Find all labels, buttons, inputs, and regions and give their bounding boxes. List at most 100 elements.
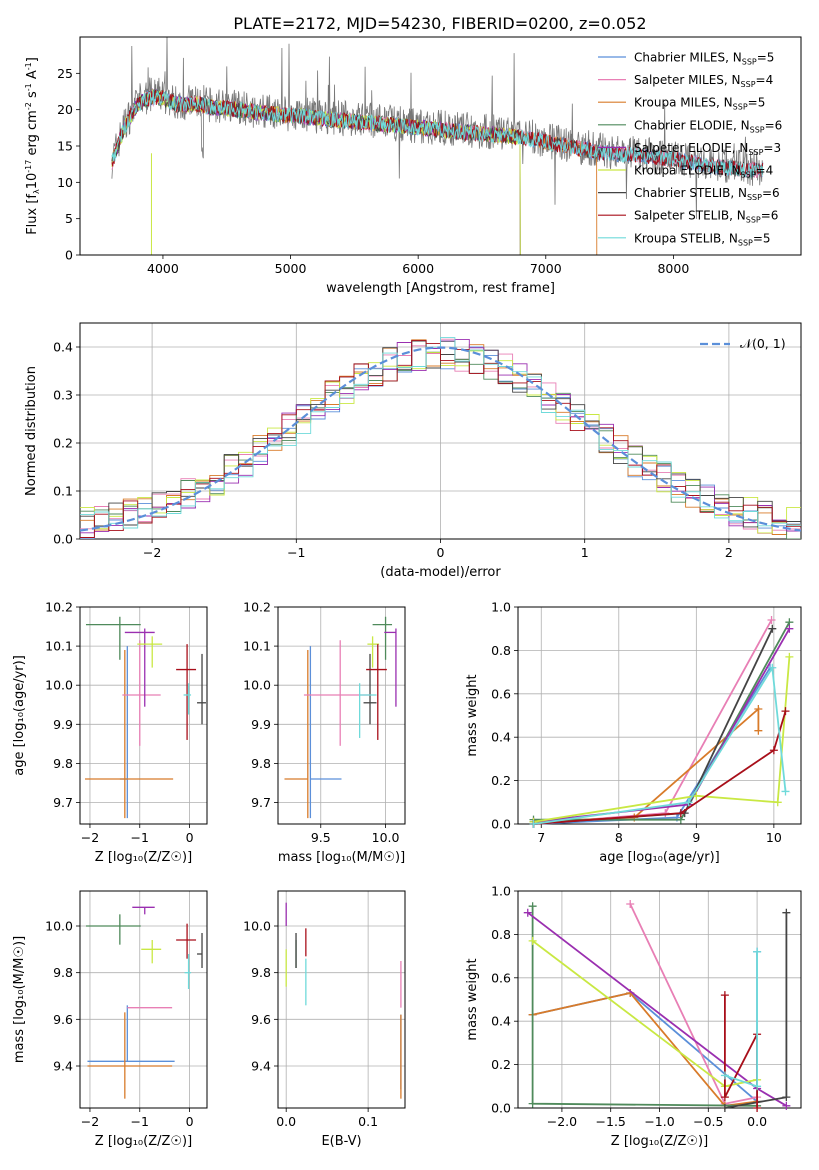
x-tick-label: −0.5 — [693, 1114, 723, 1129]
x-tick-label: 1 — [581, 545, 589, 560]
x-tick-label: 7000 — [530, 261, 562, 276]
weight-line-kroupa-miles — [532, 992, 758, 1107]
y-tick-label: 10.0 — [45, 919, 73, 934]
weight-marker — [768, 624, 777, 633]
y-tick-label: 20 — [57, 102, 73, 117]
y-tick-label: 10.0 — [243, 678, 271, 693]
y-axis-label: mass weight — [465, 674, 480, 756]
y-axis-label: Flux [fλ​10-17​ erg cm-2​ s-1​ A-1​] — [24, 57, 41, 235]
weight-line-kroupa-stelib — [533, 665, 787, 825]
legend-label: Salpeter STELIB, NSSP​=6 — [634, 209, 778, 225]
weight-marker — [684, 798, 693, 807]
x-tick-label: 10 — [766, 830, 782, 845]
residuals-panel: −2 −1 0 1 2 0.0 0.1 0.2 0.3 0.4 𝒩(0, 1) (data-model… — [24, 322, 802, 580]
weight-line-salpeter-elodie — [527, 911, 787, 1107]
weight-marker — [720, 991, 729, 1000]
weight-marker — [720, 1104, 729, 1112]
y-tick-label: 9.7 — [251, 795, 271, 810]
spectrum-lines — [111, 37, 764, 255]
weight-marker — [528, 902, 537, 911]
weight-marker — [785, 652, 794, 661]
x-tick-label: 0.0 — [747, 1114, 767, 1129]
x-tick-label: 0.1 — [358, 1114, 378, 1129]
y-tick-label: 0.8 — [491, 927, 511, 942]
histogram-salpeter-stelib — [80, 340, 801, 538]
weight-marker — [720, 1071, 729, 1080]
y-tick-label: 9.4 — [53, 1059, 73, 1074]
residuals-histograms — [80, 337, 801, 539]
x-axis-label: Z [log₁₀(Z/Z☉)] — [95, 850, 192, 865]
weight-marker — [523, 908, 532, 917]
y-tick-label: 1.0 — [491, 884, 511, 899]
weight-vs-age-panel: 7 8 9 10 0.0 0.2 0.4 0.6 0.8 1.0 age [log₁₀(age/yr… — [465, 600, 802, 865]
weight-marker — [785, 624, 794, 633]
weight-line-chabrier-elodie — [533, 621, 791, 821]
y-tick-label: 10.2 — [243, 600, 271, 615]
x-tick-label: −1 — [287, 545, 305, 560]
weight-marker — [753, 1082, 762, 1091]
x-tick-label: 0.0 — [276, 1114, 296, 1129]
age-vs-Z-panel: −2 −1 0 9.7 9.8 9.9 10.0 10.1 10.2 Z [log₁₀(Z/Z☉)… — [12, 600, 208, 865]
y-tick-label: 9.8 — [251, 965, 271, 980]
weight-lines — [523, 900, 791, 1112]
legend-label: Kroupa ELODIE, NSSP​=4 — [634, 164, 773, 180]
x-tick-label: −2.0 — [547, 1114, 577, 1129]
x-tick-label: −1 — [131, 830, 149, 845]
x-tick-label: 8000 — [657, 261, 689, 276]
x-tick-label: −2 — [143, 545, 161, 560]
weight-marker — [528, 1099, 537, 1108]
y-tick-label: 9.4 — [251, 1059, 271, 1074]
y-tick-label: 0.2 — [491, 773, 511, 788]
y-tick-label: 9.9 — [251, 717, 271, 732]
y-tick-label: 0.3 — [53, 388, 73, 403]
y-axis-label: age [log₁₀(age/yr)] — [12, 655, 27, 776]
weight-marker — [769, 746, 778, 755]
y-tick-label: 0.4 — [491, 1014, 511, 1029]
legend-label: Chabrier ELODIE, NSSP​=6 — [634, 118, 782, 134]
y-tick-label: 9.8 — [53, 965, 73, 980]
y-tick-label: 10 — [57, 175, 73, 190]
weight-marker — [626, 900, 635, 909]
x-tick-label: 7 — [537, 830, 545, 845]
y-tick-label: 9.7 — [53, 795, 73, 810]
x-tick-label: 5000 — [275, 261, 307, 276]
weight-marker — [720, 1093, 729, 1102]
x-tick-label: −1.5 — [596, 1114, 626, 1129]
mass-vs-ebv-panel: 0.0 0.1 9.4 9.6 9.8 10.0 E(B-V) — [243, 890, 406, 1149]
legend-label: Salpeter ELODIE, NSSP​=3 — [634, 141, 781, 157]
axes-frame — [79, 890, 208, 1109]
mass-vs-Z-panel: −2 −1 0 9.4 9.6 9.8 10.0 Z [log₁₀(Z/Z☉)] mass [l… — [12, 890, 208, 1149]
weight-marker — [767, 616, 776, 625]
weight-line-chabrier-miles — [533, 667, 771, 825]
weight-marker — [782, 1093, 791, 1102]
legend-label: Chabrier STELIB, NSSP​=6 — [634, 186, 780, 202]
axes-frame — [517, 606, 802, 825]
x-tick-label: 9.5 — [311, 830, 331, 845]
y-tick-label: 9.8 — [251, 756, 271, 771]
y-tick-label: 0.6 — [491, 686, 511, 701]
weight-lines — [529, 616, 794, 828]
x-tick-label: −2 — [81, 1114, 99, 1129]
axes-frame — [517, 890, 802, 1109]
x-tick-label: 6000 — [402, 261, 434, 276]
y-tick-label: 0.2 — [491, 1057, 511, 1072]
figure-title: PLATE=2172, MJD=54230, FIBERID=0200, z=0… — [233, 14, 646, 33]
y-axis-label: mass [log₁₀(M/M☉)] — [12, 936, 27, 1063]
y-tick-label: 10.2 — [45, 600, 73, 615]
y-tick-label: 15 — [57, 139, 73, 154]
axes-frame — [79, 322, 802, 540]
y-tick-label: 0.0 — [491, 1101, 511, 1116]
x-axis-label: age [log₁₀(age/yr)] — [599, 850, 720, 865]
age-vs-mass-panel: 9.5 10.0 9.7 9.8 9.9 10.0 10.1 10.2 mass [log₁₀(… — [243, 600, 406, 865]
weight-marker — [781, 787, 790, 796]
y-tick-label: 0.1 — [53, 484, 73, 499]
weight-marker — [782, 908, 791, 917]
y-tick-label: 0.0 — [53, 532, 73, 547]
weight-marker — [753, 947, 762, 956]
model-spectrum-kroupa-stelib — [111, 90, 764, 179]
weight-marker — [781, 707, 790, 716]
error-bars — [285, 902, 402, 1099]
spectrum-legend: Chabrier MILES, NSSP​=5 Salpeter MILES, N… — [598, 51, 782, 247]
error-bars — [85, 906, 203, 1099]
x-tick-label: 9 — [692, 830, 700, 845]
